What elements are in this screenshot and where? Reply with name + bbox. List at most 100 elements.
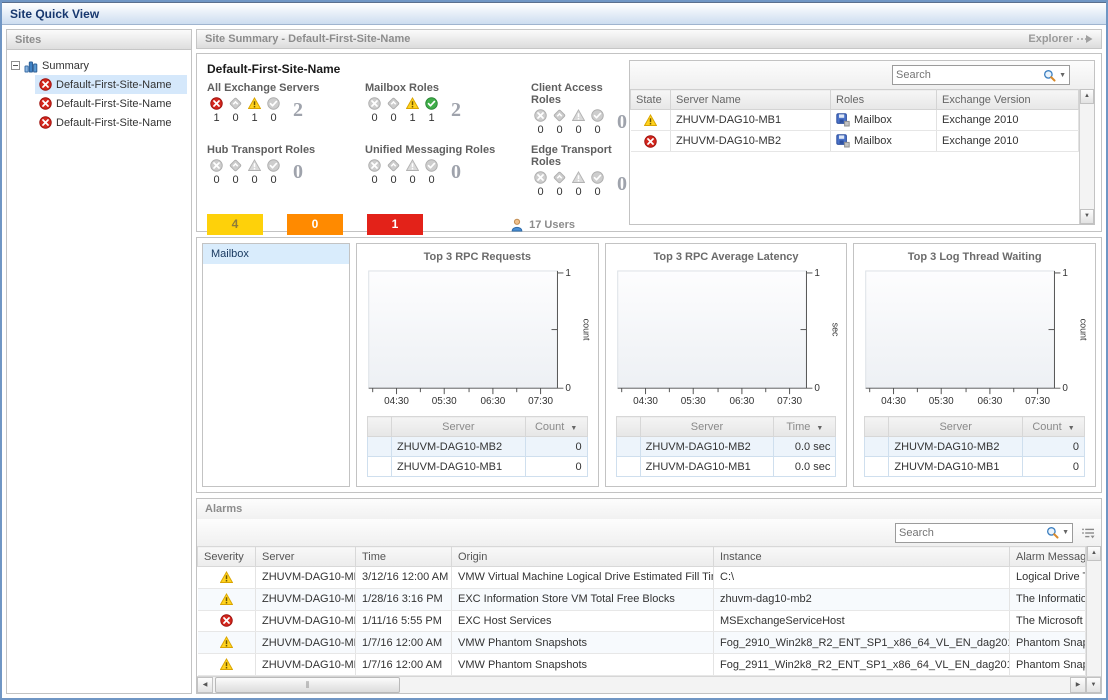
server-row[interactable]: ZHUVM-DAG10-MB2 Mailbox Exchange 2010	[630, 130, 1079, 152]
search-icon[interactable]	[1046, 526, 1059, 539]
value-col-header[interactable]: Count ▼	[1022, 416, 1086, 437]
normal-count: 0	[594, 124, 601, 136]
fatal-icon	[210, 97, 223, 110]
warning-alarms-badge[interactable]: 4	[207, 214, 263, 235]
explorer-link[interactable]: Explorer	[1028, 33, 1093, 45]
alarm-origin: EXC Information Store VM Total Free Bloc…	[451, 588, 714, 611]
legend-row[interactable]: ZHUVM-DAG10-MB2 0	[864, 436, 1086, 457]
scroll-right-icon[interactable]: ▶	[1070, 677, 1086, 693]
col-origin[interactable]: Origin	[451, 546, 714, 567]
group-total: 0	[617, 111, 627, 133]
search-icon[interactable]	[1043, 69, 1056, 82]
servers-search-input[interactable]	[896, 69, 1044, 81]
group-title: All Exchange Servers	[207, 82, 320, 94]
scroll-up-icon[interactable]: ▲	[1080, 89, 1094, 104]
legend-value: 0	[524, 456, 588, 477]
col-instance[interactable]: Instance	[713, 546, 1010, 567]
alarm-row[interactable]: ZHUVM-DAG10-MB2 1/7/16 12:00 AM VMW Phan…	[197, 653, 1086, 676]
legend-value: 0	[1022, 436, 1086, 457]
tree-node-label: Summary	[42, 59, 90, 72]
col-roles[interactable]: Roles	[830, 89, 937, 110]
col-state[interactable]: State	[630, 89, 671, 110]
legend-row[interactable]: ZHUVM-DAG10-MB2 0.0 sec	[615, 436, 837, 457]
fatal-state-icon	[39, 78, 52, 91]
tree-node-site-1[interactable]: Default-First-Site-Name	[35, 75, 187, 94]
hscroll-thumb[interactable]	[215, 677, 400, 693]
legend-server: ZHUVM-DAG10-MB2	[391, 436, 526, 457]
window-title: Site Quick View	[2, 2, 1106, 25]
server-row[interactable]: ZHUVM-DAG10-MB1 Mailbox Exchange 2010	[630, 109, 1079, 131]
alarms-hscrollbar[interactable]: ◀ ▶ ▼	[197, 676, 1101, 693]
customizer-icon[interactable]	[1081, 526, 1095, 540]
search-options-caret-icon[interactable]: ▼	[1062, 529, 1069, 536]
group-total: 2	[451, 99, 461, 121]
rpc-requests-chart: 1 0 04:30 05:30 06:30 07:30 count	[368, 268, 591, 407]
col-server[interactable]: Server	[255, 546, 356, 567]
critical-alarms-badge[interactable]: 0	[287, 214, 343, 235]
legend-server: ZHUVM-DAG10-MB1	[639, 456, 775, 477]
value-col-header[interactable]: Time ▼	[773, 416, 837, 437]
legend-value: 0	[524, 436, 588, 457]
swatch-col-header	[367, 416, 392, 437]
server-col-header[interactable]: Server	[391, 416, 526, 437]
chart-card-log-thread-waiting: Top 3 Log Thread Waiting 1 0 04:30 05:30	[853, 243, 1097, 487]
alarm-row[interactable]: ZHUVM-DAG10-MB1 3/12/16 12:00 AM VMW Vir…	[197, 566, 1086, 589]
col-exchange-version[interactable]: Exchange Version	[936, 89, 1079, 110]
col-severity[interactable]: Severity	[197, 546, 256, 567]
alarm-row[interactable]: ZHUVM-DAG10-MB2 1/28/16 3:16 PM EXC Info…	[197, 588, 1086, 611]
alarms-scrollbar[interactable]: ▲	[1086, 546, 1101, 676]
normal-count: 0	[270, 174, 277, 186]
tree-node-site-2[interactable]: Default-First-Site-Name	[35, 94, 187, 113]
alarm-time: 3/12/16 12:00 AM	[355, 566, 452, 589]
scroll-left-icon[interactable]: ◀	[197, 677, 213, 693]
warning-icon	[248, 159, 261, 172]
scroll-up-icon[interactable]: ▲	[1087, 546, 1101, 561]
y-axis-label: count	[581, 319, 591, 341]
alarms-search-input[interactable]	[899, 526, 1047, 539]
tab-mailbox[interactable]: Mailbox	[203, 244, 349, 264]
svg-text:0: 0	[565, 383, 571, 394]
fatal-icon	[534, 109, 547, 122]
legend-row[interactable]: ZHUVM-DAG10-MB2 0	[367, 436, 588, 457]
servers-search-box[interactable]: ▼	[892, 65, 1070, 85]
servers-table-scrollbar[interactable]: ▲ ▼	[1079, 89, 1094, 224]
scroll-down-icon[interactable]: ▼	[1086, 677, 1101, 693]
critical-count: 0	[390, 112, 397, 124]
alarms-search-box[interactable]: ▼	[895, 522, 1073, 543]
scroll-down-icon[interactable]: ▼	[1080, 209, 1094, 224]
tree-node-summary[interactable]: Summary	[11, 56, 187, 75]
svg-text:05:30: 05:30	[680, 396, 705, 407]
search-options-caret-icon[interactable]: ▼	[1059, 71, 1066, 79]
alarms-table: Severity Server Time Origin Instance Ala…	[197, 546, 1086, 676]
alarm-row[interactable]: ZHUVM-DAG10-MB2 1/11/16 5:55 PM EXC Host…	[197, 610, 1086, 633]
fatal-alarms-badge[interactable]: 1	[367, 214, 423, 235]
alarm-row[interactable]: ZHUVM-DAG10-MB1 1/7/16 12:00 AM VMW Phan…	[197, 631, 1086, 655]
alarm-server: ZHUVM-DAG10-MB1	[255, 566, 356, 589]
fatal-count: 0	[371, 174, 378, 186]
alarm-instance: Fog_2910_Win2k8_R2_ENT_SP1_x86_64_VL_EN_…	[713, 631, 1010, 655]
site-summary-title: Site Summary - Default-First-Site-Name	[205, 33, 411, 45]
legend-value: 0.0 sec	[773, 456, 837, 477]
alarm-server: ZHUVM-DAG10-MB2	[255, 653, 356, 676]
alarm-message: Phantom Snapsh	[1009, 653, 1086, 676]
alarm-message: The Microsoft Ex	[1009, 610, 1086, 633]
alarm-count-badges: 4 0 1 17 Users	[207, 214, 619, 235]
col-time[interactable]: Time	[355, 546, 452, 567]
alarm-instance: MSExchangeServiceHost	[713, 610, 1010, 633]
legend-row[interactable]: ZHUVM-DAG10-MB1 0	[367, 456, 588, 477]
col-server-name[interactable]: Server Name	[670, 89, 831, 110]
mailbox-role-icon	[836, 113, 850, 127]
legend-row[interactable]: ZHUVM-DAG10-MB1 0	[864, 456, 1086, 477]
collapse-icon[interactable]	[11, 61, 20, 70]
group-all-exchange-servers: All Exchange Servers	[207, 82, 357, 136]
legend-row[interactable]: ZHUVM-DAG10-MB1 0.0 sec	[615, 456, 837, 477]
server-col-header[interactable]: Server	[639, 416, 775, 437]
tree-node-site-3[interactable]: Default-First-Site-Name	[35, 113, 187, 132]
value-col-header[interactable]: Count ▼	[524, 416, 588, 437]
alarm-message: The Information	[1009, 588, 1086, 611]
y-axis-label: sec	[830, 323, 840, 337]
col-alarm-message[interactable]: Alarm Message	[1009, 546, 1086, 567]
server-col-header[interactable]: Server	[888, 416, 1024, 437]
normal-icon	[425, 97, 438, 110]
warning-icon	[406, 159, 419, 172]
